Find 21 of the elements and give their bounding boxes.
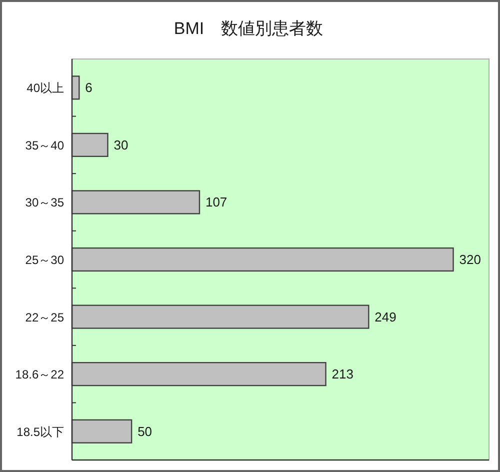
data-label: 249 <box>374 309 396 324</box>
y-tick-label: 18.6～22 <box>15 368 64 382</box>
bar <box>71 247 454 272</box>
y-tick-label: 35～40 <box>25 138 64 152</box>
bar <box>71 419 132 444</box>
data-label: 107 <box>205 194 228 210</box>
y-tick-label: 40以上 <box>26 81 64 96</box>
bar <box>71 190 200 214</box>
data-label: 6 <box>85 80 92 96</box>
data-label: 50 <box>138 424 152 439</box>
bar <box>71 304 370 329</box>
bar <box>71 362 326 386</box>
y-tick-label: 30～35 <box>25 196 64 210</box>
y-tick-label: 25～30 <box>25 253 64 267</box>
data-label: 213 <box>332 366 354 382</box>
bar <box>71 132 108 157</box>
data-label: 30 <box>114 137 128 152</box>
y-tick-label: 22～25 <box>25 310 64 324</box>
data-label: 320 <box>459 252 481 267</box>
chart-title: BMI 数値別患者数 <box>174 19 324 38</box>
y-tick-label: 18.5以下 <box>16 424 64 439</box>
